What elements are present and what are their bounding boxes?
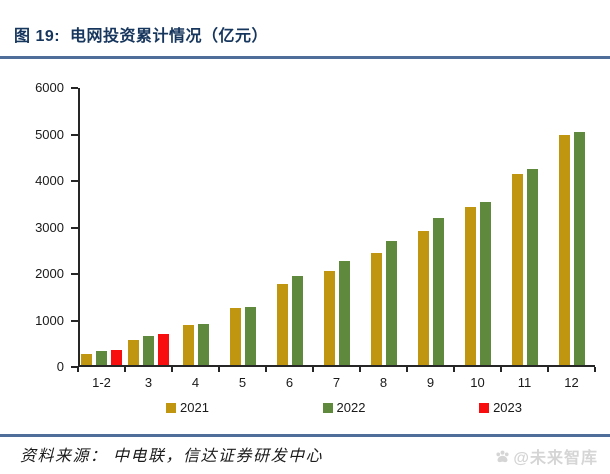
x-tick-label: 4 <box>191 375 200 390</box>
title-rule <box>0 56 610 59</box>
y-tick-mark <box>71 273 78 275</box>
y-tick-mark <box>71 133 78 136</box>
bar-2022 <box>96 351 107 365</box>
bar-2022 <box>338 260 350 365</box>
x-tick-mark <box>453 367 455 372</box>
y-tick-label: 1000 <box>35 312 64 328</box>
x-tick-mark <box>406 367 408 372</box>
y-tick-mark <box>71 319 78 322</box>
y-tick-label: 4000 <box>35 173 64 188</box>
bar-2021 <box>511 174 523 365</box>
x-tick-label: 5 <box>238 375 247 390</box>
legend-swatch <box>322 402 333 413</box>
legend-item-2021: 2021 <box>166 400 209 415</box>
legend-label: 2023 <box>493 400 522 415</box>
bar-chart-plot: 0 1000 2000 3000 4000 5000 6000 1-2 3 4 5 6 7 8 9 10 11 1… <box>35 80 596 390</box>
y-tick-mark <box>71 226 78 229</box>
bar-2021 <box>558 134 570 365</box>
y-tick-mark <box>71 180 78 182</box>
source-note: 资料来源： 中电联，信达证券研发中心 <box>20 448 324 465</box>
y-tick-label: 3000 <box>35 219 64 235</box>
bar-2023 <box>111 350 122 365</box>
bar-2022 <box>432 218 444 365</box>
bar-2021 <box>229 308 241 365</box>
legend-label: 2021 <box>180 400 209 415</box>
legend-swatch <box>479 402 490 413</box>
x-tick-label: 6 <box>285 375 294 390</box>
y-tick-label: 2000 <box>35 266 64 281</box>
legend-item-2022: 2022 <box>322 400 366 415</box>
bar-2022 <box>291 276 303 365</box>
bar-2022 <box>526 169 538 365</box>
x-tick-label: 11 <box>517 375 532 390</box>
paw-icon <box>496 450 509 462</box>
y-tick-label: 0 <box>56 359 64 374</box>
bar-2021 <box>417 230 429 365</box>
x-tick-mark <box>265 367 267 372</box>
y-tick-label: 5000 <box>35 126 64 142</box>
x-tick-mark <box>359 367 361 372</box>
bar-2021 <box>370 252 382 365</box>
x-tick-mark <box>218 367 220 372</box>
bar-2023 <box>158 333 169 365</box>
x-tick-label: 10 <box>470 375 485 390</box>
x-tick-mark <box>124 367 126 372</box>
chart-legend: 2021 2022 2023 <box>166 400 522 415</box>
bar-2022 <box>143 336 154 365</box>
y-tick-label: 6000 <box>35 80 64 95</box>
x-tick-label: 7 <box>332 375 341 390</box>
bar-2022 <box>479 201 491 365</box>
legend-swatch <box>166 402 176 413</box>
x-tick-mark <box>171 367 173 372</box>
x-tick-mark <box>77 367 79 372</box>
footer-rule <box>0 434 610 437</box>
x-tick-mark <box>312 367 314 372</box>
watermark: @未来智库 <box>494 444 598 468</box>
x-axis-line <box>78 365 595 367</box>
bar-2021 <box>276 284 288 365</box>
bar-2021 <box>323 270 335 365</box>
x-tick-mark <box>594 367 596 372</box>
y-tick-mark <box>71 87 78 89</box>
x-tick-label: 1-2 <box>92 375 111 390</box>
bar-2022 <box>385 241 397 365</box>
bar-2021 <box>464 206 476 365</box>
legend-label: 2022 <box>336 400 366 415</box>
bar-2022 <box>197 324 209 365</box>
bar-2022 <box>573 131 585 365</box>
x-tick-label: 9 <box>426 375 435 390</box>
x-tick-label: 12 <box>564 375 579 390</box>
figure-title: 图 19: 电网投资累计情况（亿元） <box>14 28 268 45</box>
legend-item-2023: 2023 <box>479 400 522 415</box>
x-tick-mark <box>547 367 549 372</box>
bar-2021 <box>182 325 194 365</box>
x-tick-label: 8 <box>379 375 388 390</box>
x-tick-label: 3 <box>144 375 153 390</box>
bar-2021 <box>128 339 139 365</box>
bar-2021 <box>81 354 92 365</box>
y-axis-line <box>78 88 80 367</box>
watermark-label: @未来智库 <box>513 450 598 467</box>
y-tick-mark <box>71 366 78 368</box>
x-tick-mark <box>500 367 502 372</box>
bar-2022 <box>244 306 256 365</box>
